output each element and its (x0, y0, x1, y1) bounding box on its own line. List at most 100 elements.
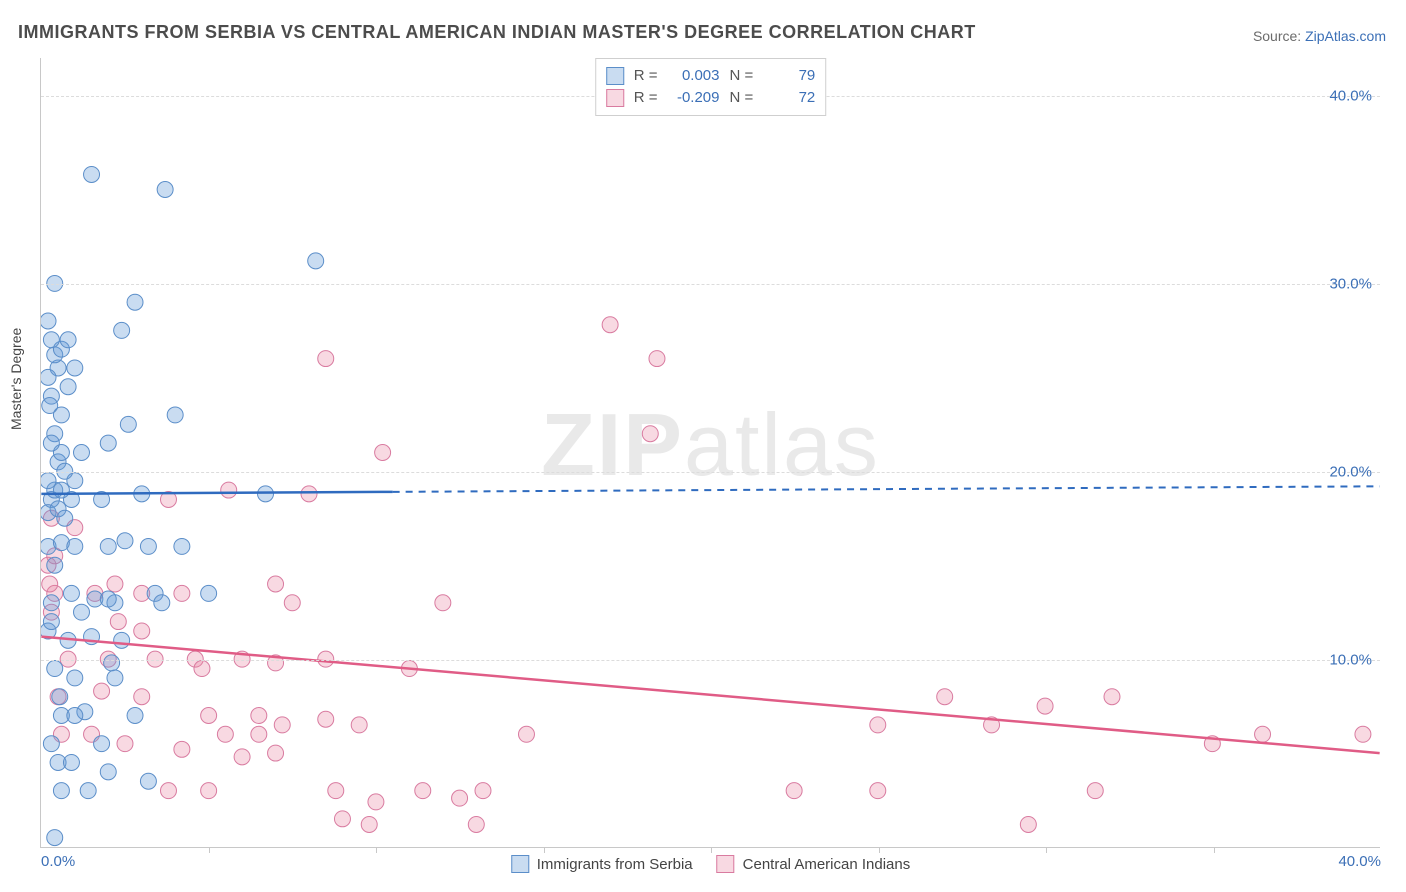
data-point (140, 538, 156, 554)
watermark: ZIPatlas (541, 393, 880, 495)
data-point (114, 632, 130, 648)
data-point (642, 426, 658, 442)
data-point (43, 614, 59, 630)
data-point (147, 585, 163, 601)
data-point (1037, 698, 1053, 714)
data-point (274, 717, 290, 733)
data-point (435, 595, 451, 611)
data-point (53, 407, 69, 423)
data-point (117, 533, 133, 549)
data-point (50, 689, 66, 705)
swatch-series-a (606, 67, 624, 85)
legend-series: Immigrants from Serbia Central American … (511, 855, 910, 873)
data-point (60, 379, 76, 395)
data-point (41, 623, 56, 639)
data-point (107, 576, 123, 592)
gridline (41, 284, 1380, 285)
data-point (201, 708, 217, 724)
chart-title: IMMIGRANTS FROM SERBIA VS CENTRAL AMERIC… (18, 22, 976, 43)
data-point (518, 726, 534, 742)
data-point (53, 708, 69, 724)
data-point (870, 783, 886, 799)
data-point (87, 591, 103, 607)
data-point (50, 454, 66, 470)
data-point (251, 726, 267, 742)
data-point (201, 783, 217, 799)
x-tick-mark (544, 847, 545, 853)
data-point (120, 416, 136, 432)
chart-source: Source: ZipAtlas.com (1253, 28, 1386, 44)
data-point (361, 816, 377, 832)
source-link[interactable]: ZipAtlas.com (1305, 28, 1386, 44)
y-tick-label: 10.0% (1329, 652, 1372, 667)
data-point (104, 655, 120, 671)
data-point (67, 670, 83, 686)
y-axis-label: Master's Degree (8, 328, 24, 430)
legend-row-a: R = 0.003 N = 79 (606, 65, 816, 87)
data-point (301, 486, 317, 502)
data-point (87, 585, 103, 601)
data-point (57, 510, 73, 526)
data-point (43, 435, 59, 451)
data-point (140, 773, 156, 789)
swatch-series-b (717, 855, 735, 873)
data-point (318, 711, 334, 727)
data-point (1255, 726, 1271, 742)
data-point (41, 538, 56, 554)
data-point (174, 538, 190, 554)
data-point (42, 398, 58, 414)
x-tick-mark (1214, 847, 1215, 853)
data-point (84, 629, 100, 645)
data-point (160, 491, 176, 507)
x-tick-mark (711, 847, 712, 853)
data-point (41, 313, 56, 329)
data-point (47, 482, 63, 498)
data-point (1020, 816, 1036, 832)
data-point (100, 538, 116, 554)
data-point (52, 689, 68, 705)
data-point (174, 741, 190, 757)
n-label: N = (730, 65, 754, 87)
data-point (154, 595, 170, 611)
data-point (937, 689, 953, 705)
data-point (94, 683, 110, 699)
data-point (53, 783, 69, 799)
data-point (217, 726, 233, 742)
data-point (110, 614, 126, 630)
data-point (60, 332, 76, 348)
data-point (47, 585, 63, 601)
data-point (43, 332, 59, 348)
data-point (63, 585, 79, 601)
data-point (401, 661, 417, 677)
data-point (649, 351, 665, 367)
data-point (63, 754, 79, 770)
data-point (251, 708, 267, 724)
data-point (221, 482, 237, 498)
data-point (47, 830, 63, 846)
r-label: R = (634, 65, 658, 87)
data-point (47, 661, 63, 677)
data-point (47, 426, 63, 442)
data-point (308, 253, 324, 269)
data-point (53, 445, 69, 461)
data-point (134, 689, 150, 705)
legend-label-a: Immigrants from Serbia (537, 856, 693, 873)
r-value-a: 0.003 (666, 65, 720, 87)
data-point (100, 591, 116, 607)
x-tick-mark (1046, 847, 1047, 853)
data-point (67, 708, 83, 724)
data-point (127, 294, 143, 310)
data-point (452, 790, 468, 806)
data-point (84, 166, 100, 182)
data-point (47, 557, 63, 573)
data-point (117, 736, 133, 752)
data-point (1087, 783, 1103, 799)
data-point (43, 595, 59, 611)
data-point (41, 369, 56, 385)
data-point (468, 816, 484, 832)
data-point (334, 811, 350, 827)
data-point (234, 749, 250, 765)
data-point (84, 726, 100, 742)
data-point (100, 764, 116, 780)
data-point (1104, 689, 1120, 705)
